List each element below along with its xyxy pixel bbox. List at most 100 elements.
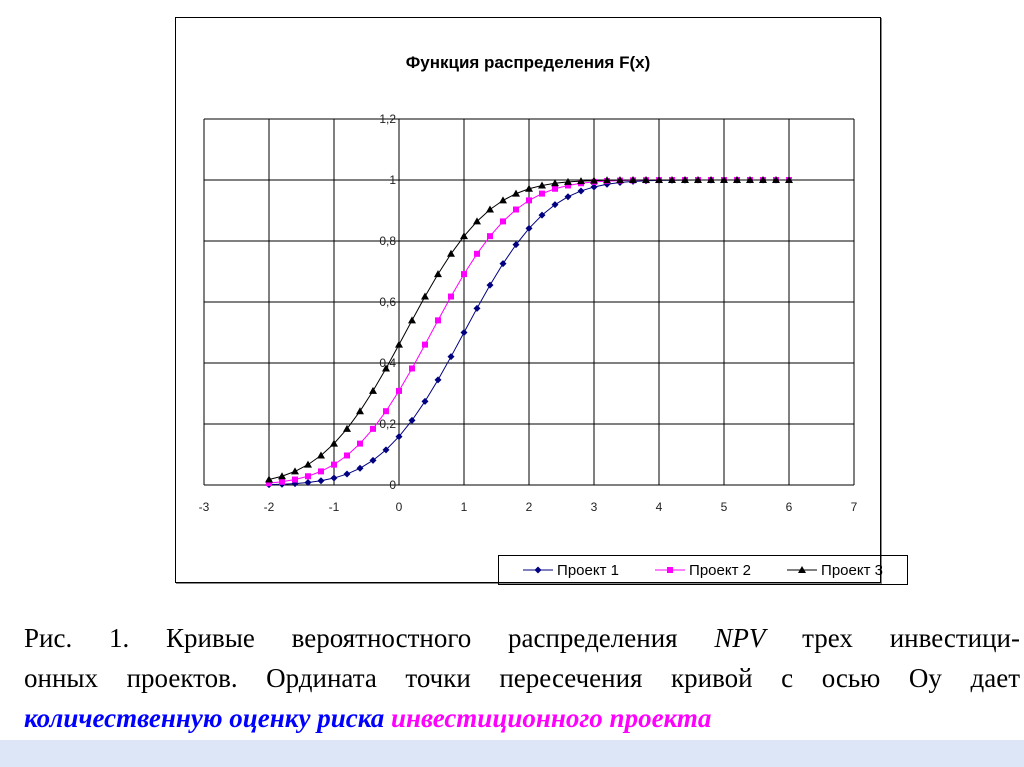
data-point-2	[344, 452, 350, 459]
x-tick-label: 5	[721, 500, 728, 514]
data-point-1	[590, 183, 598, 191]
y-tick-label: 0,4	[379, 356, 396, 370]
data-point-3	[564, 177, 572, 185]
y-tick-label: 0	[389, 478, 396, 492]
chart-title: Функция распределения F(x)	[406, 53, 650, 72]
data-point-2	[266, 480, 272, 487]
data-point-2	[305, 473, 311, 480]
y-tick-label: 1	[389, 173, 396, 187]
x-tick-label: 7	[851, 500, 858, 514]
legend-symbol	[667, 567, 674, 573]
caption-line2: онных проектов. Ордината точки пересечен…	[24, 663, 1020, 693]
x-tick-label: -1	[329, 500, 340, 514]
data-point-3	[668, 176, 676, 183]
data-point-3	[551, 179, 559, 187]
data-point-3	[460, 232, 468, 240]
data-point-1	[330, 474, 338, 482]
data-point-3	[408, 316, 416, 324]
x-tick-label: 6	[786, 500, 793, 514]
data-point-3	[681, 176, 689, 183]
data-point-3	[720, 176, 728, 183]
chart: Функция распределения F(x) -3 -2 -1 0 1 2 3 4 5 6…	[199, 53, 858, 514]
data-point-3	[707, 176, 715, 183]
data-point-1	[317, 477, 325, 485]
chart-frame: Функция распределения F(x) -3 -2 -1 0 1 2 3 4 5 6…	[175, 17, 908, 585]
data-point-3	[317, 451, 325, 459]
data-point-3	[733, 176, 741, 183]
legend-symbol	[798, 566, 807, 573]
data-point-3	[512, 189, 520, 197]
legend: Проект 1 Проект 2 Проект 3	[498, 555, 908, 585]
data-point-3	[746, 176, 754, 183]
data-point-3	[694, 176, 702, 183]
data-point-2	[279, 478, 285, 485]
x-tick-label: -3	[199, 500, 210, 514]
data-point-3	[434, 270, 442, 278]
figure-caption: Рис. 1. Кривые вероятностного распределе…	[24, 618, 1020, 738]
data-point-3	[369, 386, 377, 394]
data-point-2	[526, 197, 532, 204]
data-point-2	[318, 468, 324, 475]
caption-npv: NPV	[714, 623, 766, 653]
x-tick-label: -2	[264, 500, 275, 514]
data-point-3	[772, 176, 780, 183]
data-point-1	[486, 281, 494, 289]
data-point-3	[382, 364, 390, 372]
data-point-3	[642, 176, 650, 183]
data-point-3	[629, 176, 637, 184]
data-point-1	[369, 456, 377, 464]
data-point-1	[538, 211, 546, 219]
data-point-3	[447, 249, 455, 257]
data-point-2	[539, 190, 545, 197]
data-point-3	[525, 184, 533, 192]
data-point-1	[499, 260, 507, 268]
data-point-1	[473, 304, 481, 312]
data-point-2	[461, 271, 467, 278]
y-tick-label: 0,8	[379, 234, 396, 248]
data-point-3	[473, 217, 481, 225]
data-point-2	[513, 206, 519, 213]
data-point-3	[291, 467, 299, 475]
data-point-1	[460, 329, 468, 336]
legend-marker-1	[523, 566, 554, 574]
legend-label: Проект 3	[821, 561, 883, 579]
data-point-3	[759, 176, 767, 183]
caption-line1a: Рис. 1. Кривые вероятностного распределе…	[24, 623, 715, 653]
x-tick-label: 4	[656, 500, 663, 514]
data-point-1	[447, 353, 455, 361]
y-tick-label: 0,6	[379, 295, 396, 309]
bottom-band	[0, 740, 1024, 767]
caption-investment-project: инвестиционного проекта	[384, 703, 712, 733]
x-tick-label: 1	[461, 500, 468, 514]
data-point-2	[396, 387, 402, 394]
data-point-3	[343, 424, 351, 432]
data-point-3	[330, 439, 338, 447]
legend-item-3: Проект 3	[787, 562, 883, 579]
data-point-3	[785, 176, 793, 183]
legend-item-1: Проект 1	[523, 562, 619, 579]
data-point-1	[525, 224, 533, 232]
data-point-1	[512, 241, 520, 249]
data-point-2	[357, 440, 363, 447]
legend-symbol	[534, 566, 542, 574]
legend-marker-3	[787, 566, 818, 573]
data-point-3	[304, 460, 312, 468]
data-point-1	[304, 478, 312, 486]
data-point-3	[278, 472, 286, 480]
legend-label: Проект 2	[689, 561, 751, 579]
data-point-1	[577, 187, 585, 195]
data-point-3	[395, 340, 403, 348]
data-point-3	[603, 176, 611, 184]
legend-label: Проект 1	[557, 561, 619, 579]
data-point-1	[421, 397, 429, 405]
data-point-1	[434, 376, 442, 384]
data-point-2	[552, 185, 558, 192]
data-point-2	[422, 341, 428, 348]
y-tick-label: 1,2	[379, 112, 396, 126]
data-point-1	[343, 470, 351, 478]
data-point-1	[564, 193, 572, 201]
data-point-3	[616, 176, 624, 184]
data-point-2	[448, 293, 454, 300]
data-point-3	[655, 176, 663, 183]
y-tick-label: 0,2	[379, 417, 396, 431]
